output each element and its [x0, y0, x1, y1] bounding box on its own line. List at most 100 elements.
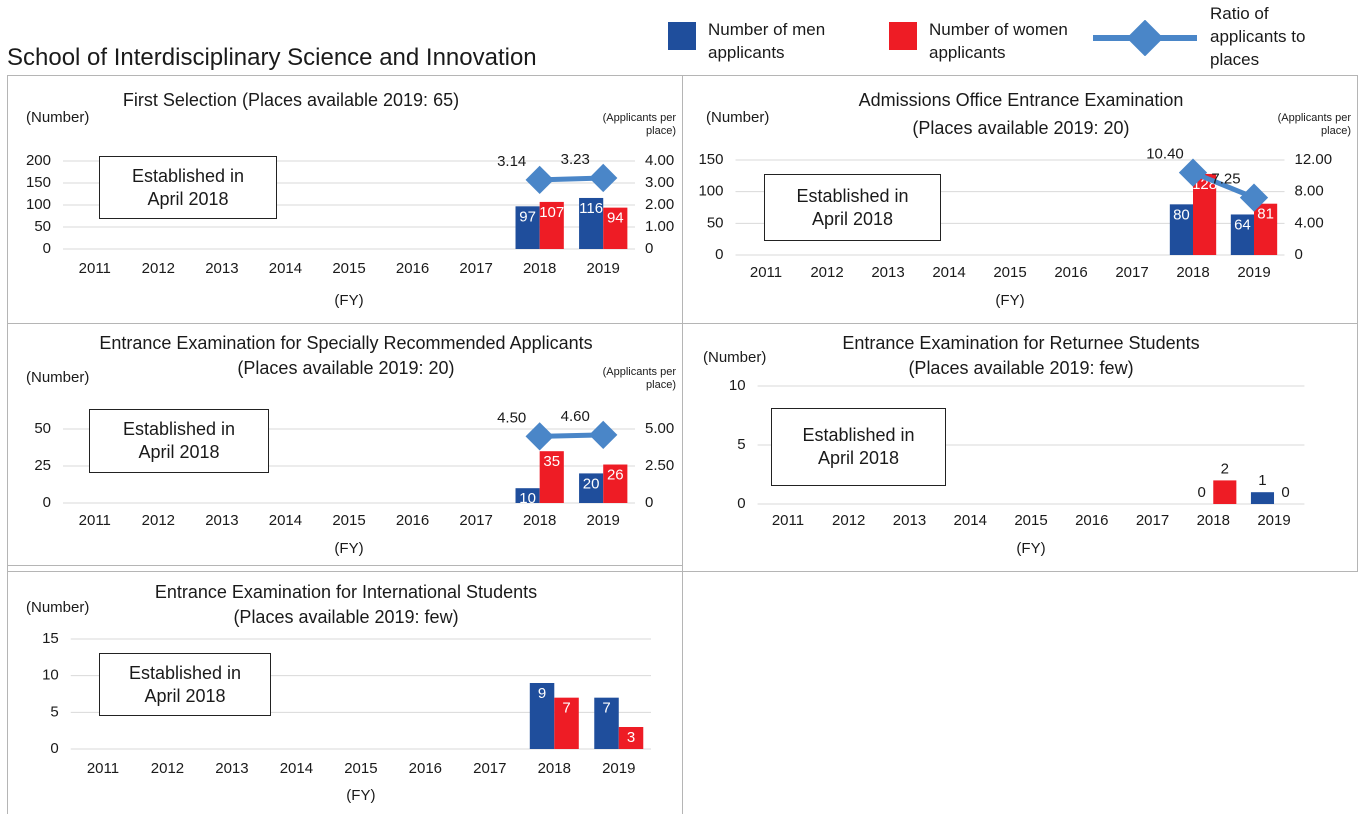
- annotation: Established in April 2018: [89, 409, 269, 473]
- y-tick-label: 50: [34, 218, 51, 235]
- x-tick-label: 2011: [750, 264, 782, 281]
- x-tick-label: 2014: [932, 264, 965, 281]
- y-tick-label: 50: [707, 214, 724, 231]
- ratio-label: 10.40: [1146, 146, 1184, 163]
- x-axis-label: (FY): [1016, 540, 1045, 557]
- bar: [579, 197, 604, 249]
- y-tick-label: 0: [43, 494, 51, 511]
- bar-label: 107: [539, 204, 564, 221]
- x-tick-label: 2016: [409, 760, 442, 777]
- chart-title: (Places available 2019: 20): [237, 358, 454, 378]
- bar: [1254, 203, 1278, 255]
- y-tick-label: 5: [737, 436, 745, 453]
- y2-axis-label: (Applicants per place): [602, 112, 676, 137]
- x-tick-label: 2013: [205, 260, 238, 277]
- x-tick-label: 2011: [87, 760, 119, 777]
- annotation: Established in April 2018: [771, 408, 946, 486]
- x-tick-label: 2018: [538, 760, 571, 777]
- bar-label: 10: [519, 490, 536, 507]
- chart-title: Admissions Office Entrance Examination: [859, 90, 1184, 110]
- y2-tick-label: 4.00: [1295, 214, 1324, 231]
- chart-title: Entrance Examination for International S…: [155, 582, 537, 602]
- x-tick-label: 2019: [587, 260, 620, 277]
- x-tick-label: 2012: [832, 512, 865, 529]
- ratio-label: 3.23: [561, 151, 590, 168]
- y2-tick-label: 4.00: [645, 152, 674, 169]
- y-axis-label: (Number): [26, 109, 89, 126]
- y2-tick-label: 8.00: [1295, 183, 1324, 200]
- y-tick-label: 50: [34, 420, 51, 437]
- y2-tick-label: 2.50: [645, 457, 674, 474]
- bar: [1250, 492, 1275, 504]
- ratio-label: 4.60: [561, 408, 590, 425]
- bar: [515, 488, 540, 503]
- y2-tick-label: 12.00: [1295, 151, 1333, 168]
- chart: Entrance Examination for Returnee Studen…: [703, 333, 1305, 557]
- bar: [1169, 204, 1193, 255]
- y-tick-label: 150: [698, 151, 723, 168]
- y-axis-label: (Number): [26, 599, 89, 616]
- x-tick-label: 2018: [1176, 264, 1209, 281]
- x-tick-label: 2017: [1136, 512, 1169, 529]
- x-tick-label: 2018: [1197, 512, 1230, 529]
- ratio-marker: [525, 165, 554, 195]
- bar: [618, 727, 644, 749]
- y2-tick-label: 0: [645, 240, 653, 257]
- y2-tick-label: 2.00: [645, 196, 674, 213]
- x-tick-label: 2019: [1237, 264, 1270, 281]
- x-tick-label: 2014: [269, 260, 302, 277]
- y-tick-label: 0: [737, 495, 745, 512]
- x-tick-label: 2019: [587, 512, 620, 529]
- x-tick-label: 2016: [1054, 264, 1087, 281]
- annotation: Established in April 2018: [99, 653, 271, 716]
- bar: [594, 697, 619, 749]
- x-tick-label: 2011: [772, 512, 804, 529]
- x-tick-label: 2013: [205, 512, 238, 529]
- x-axis-label: (FY): [334, 540, 363, 557]
- bar-label: 116: [579, 200, 603, 217]
- x-tick-label: 2017: [459, 260, 492, 277]
- y-tick-label: 15: [42, 630, 59, 647]
- y-tick-label: 10: [729, 377, 746, 394]
- ratio-marker: [589, 163, 618, 193]
- ratio-marker: [1178, 158, 1208, 187]
- x-tick-label: 2013: [215, 760, 248, 777]
- x-axis-label: (FY): [334, 292, 363, 309]
- x-tick-label: 2016: [1075, 512, 1108, 529]
- bar-label: 0: [1281, 484, 1289, 501]
- x-axis-label: (FY): [995, 292, 1024, 309]
- bar: [529, 683, 555, 749]
- ratio-marker: [1239, 183, 1269, 212]
- ratio-marker: [525, 422, 554, 451]
- y2-tick-label: 0: [645, 494, 653, 511]
- y2-axis-label: (Applicants per place): [602, 366, 676, 391]
- chart: Entrance Examination for International S…: [26, 582, 651, 804]
- bar: [554, 697, 579, 749]
- bar-label: 7: [602, 700, 610, 717]
- bar-label: 26: [607, 466, 624, 483]
- y2-tick-label: 0: [1295, 246, 1303, 263]
- bar: [1230, 214, 1254, 255]
- bar: [603, 464, 628, 503]
- chart-title: Entrance Examination for Specially Recom…: [99, 333, 592, 353]
- x-tick-label: 2015: [993, 264, 1026, 281]
- x-tick-label: 2016: [396, 260, 429, 277]
- legend-label: Number of men applicants: [708, 20, 826, 62]
- x-tick-label: 2014: [954, 512, 987, 529]
- x-tick-label: 2019: [602, 760, 635, 777]
- ratio-label: 3.14: [497, 153, 526, 170]
- bar-label: 20: [583, 475, 600, 492]
- x-tick-label: 2014: [269, 512, 302, 529]
- chart-title: Entrance Examination for Returnee Studen…: [842, 333, 1199, 353]
- bar-label: 0: [1198, 484, 1206, 501]
- x-tick-label: 2015: [1014, 512, 1047, 529]
- x-tick-label: 2018: [523, 260, 556, 277]
- bar-label: 35: [543, 453, 560, 470]
- x-tick-label: 2011: [79, 512, 111, 529]
- chart-panel: Admissions Office Entrance Examination (P…: [682, 75, 1358, 324]
- y-tick-label: 0: [43, 240, 51, 257]
- chart-title: First Selection (Places available 2019: …: [123, 90, 459, 110]
- y2-tick-label: 5.00: [645, 420, 674, 437]
- page-title: School of Interdisciplinary Science and …: [7, 44, 537, 71]
- y-tick-label: 5: [50, 703, 58, 720]
